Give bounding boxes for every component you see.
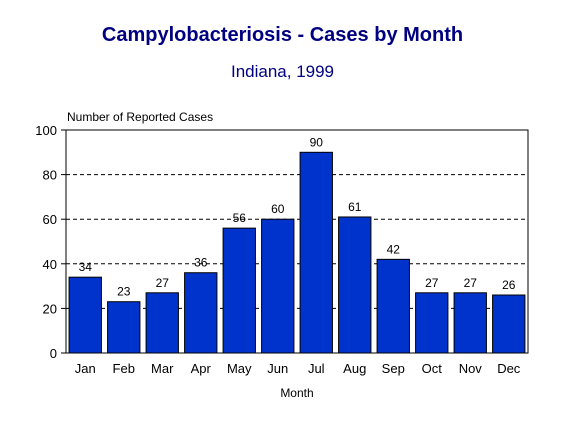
bar bbox=[376, 258, 410, 354]
data-label: 61 bbox=[348, 200, 362, 214]
data-label: 42 bbox=[387, 242, 401, 256]
x-tick-label: Jan bbox=[75, 361, 96, 376]
y-axis-label: Number of Reported Cases bbox=[67, 110, 213, 124]
bars bbox=[68, 151, 526, 354]
bar bbox=[492, 294, 526, 354]
data-label: 27 bbox=[464, 276, 478, 290]
chart-title: Campylobacteriosis - Cases by Month bbox=[101, 24, 464, 46]
y-tick-label: 0 bbox=[50, 346, 57, 361]
plot-area-frame bbox=[65, 129, 529, 354]
data-label: 36 bbox=[194, 256, 208, 270]
data-label: 27 bbox=[425, 276, 439, 290]
x-tick-label: Jul bbox=[308, 361, 325, 376]
data-label: 60 bbox=[271, 202, 285, 216]
data-label: 23 bbox=[117, 285, 131, 299]
bar bbox=[222, 227, 256, 354]
y-tick-label: 40 bbox=[43, 257, 57, 272]
bar bbox=[415, 292, 449, 354]
y-tick-label: 20 bbox=[43, 301, 57, 316]
x-tick-label: Aug bbox=[343, 361, 366, 376]
data-label: 90 bbox=[310, 135, 324, 149]
bar bbox=[107, 301, 141, 354]
x-axis-label: Month bbox=[280, 386, 313, 400]
x-tick-label: Sep bbox=[382, 361, 405, 376]
x-tick-label: Nov bbox=[459, 361, 483, 376]
bar bbox=[261, 218, 295, 354]
bar bbox=[338, 216, 372, 354]
bar bbox=[453, 292, 487, 354]
gridlines bbox=[66, 174, 528, 309]
data-label: 34 bbox=[79, 260, 93, 274]
bar bbox=[299, 151, 333, 354]
bar bbox=[184, 272, 218, 354]
x-tick-label: May bbox=[227, 361, 252, 376]
x-tick-label: Oct bbox=[422, 361, 443, 376]
chart-subtitle: Indiana, 1999 bbox=[230, 62, 335, 81]
x-tick-label: Jun bbox=[267, 361, 288, 376]
x-tick-label: Feb bbox=[113, 361, 135, 376]
bar bbox=[145, 292, 179, 354]
y-ticks: 0 20 40 60 80 100 bbox=[35, 123, 66, 361]
x-tick-label: Mar bbox=[151, 361, 174, 376]
y-tick-label: 60 bbox=[43, 212, 57, 227]
data-label: 26 bbox=[502, 278, 516, 292]
x-tick-label: Apr bbox=[191, 361, 212, 376]
data-label: 27 bbox=[156, 276, 170, 290]
y-tick-label: 100 bbox=[35, 123, 57, 138]
bar bbox=[68, 276, 102, 354]
x-ticks: Jan Feb Mar Apr May Jun Jul Aug Sep Oct Nov Dec bbox=[75, 361, 521, 376]
y-tick-label: 80 bbox=[43, 168, 57, 183]
data-labels: 34 23 27 36 56 60 90 61 42 27 27 26 bbox=[79, 135, 516, 298]
x-tick-label: Dec bbox=[497, 361, 521, 376]
data-label: 56 bbox=[233, 211, 247, 225]
